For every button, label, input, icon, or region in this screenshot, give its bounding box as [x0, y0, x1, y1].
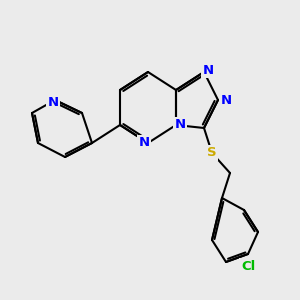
Text: S: S: [207, 146, 217, 160]
Text: N: N: [174, 118, 186, 131]
Text: N: N: [202, 64, 214, 76]
Text: N: N: [138, 136, 150, 149]
Text: Cl: Cl: [241, 260, 255, 272]
Text: N: N: [47, 95, 58, 109]
Text: N: N: [220, 94, 232, 106]
